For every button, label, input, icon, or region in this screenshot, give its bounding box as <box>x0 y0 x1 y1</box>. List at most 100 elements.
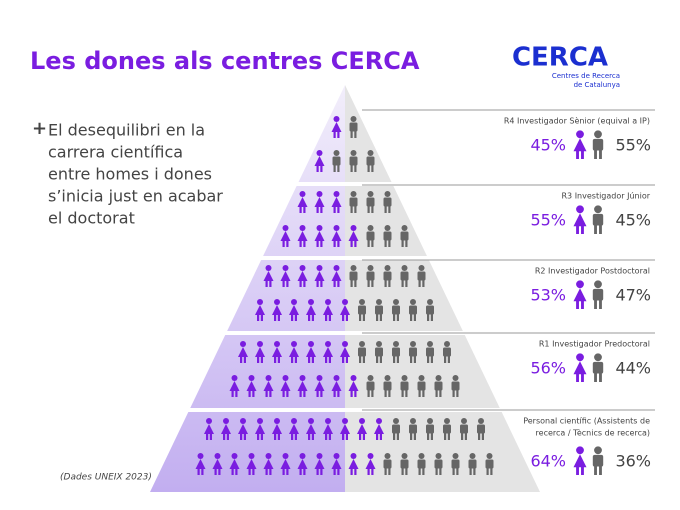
icon-leg <box>299 240 302 247</box>
icon-body <box>392 424 400 434</box>
icon-leg <box>260 433 263 440</box>
woman-icon <box>297 225 308 247</box>
man-icon <box>392 341 400 363</box>
man-icon <box>434 375 443 397</box>
icon-leg <box>439 390 442 397</box>
woman-icon <box>272 341 282 363</box>
man-icon <box>460 418 468 440</box>
icon-body <box>366 231 375 241</box>
icon-head <box>401 453 408 459</box>
icon-head <box>393 299 399 305</box>
icon-leg <box>410 314 413 321</box>
icon-head <box>316 375 323 381</box>
icon-head <box>367 150 374 156</box>
icon-leg <box>257 433 260 440</box>
icon-head <box>342 341 348 347</box>
icon-leg <box>413 433 416 440</box>
icon-leg <box>269 390 272 397</box>
icon-leg <box>320 390 323 397</box>
icon-body <box>238 347 248 357</box>
woman-icon <box>289 418 299 440</box>
icon-leg <box>447 433 450 440</box>
woman-icon <box>255 418 265 440</box>
icon-leg <box>350 390 353 397</box>
icon-head <box>257 341 263 347</box>
man-icon <box>332 150 341 172</box>
woman-icon <box>263 453 274 475</box>
woman-icon <box>212 453 223 475</box>
icon-head <box>384 453 391 459</box>
icon-body <box>289 347 299 357</box>
icon-body <box>314 231 325 241</box>
man-icon <box>592 446 604 475</box>
icon-body <box>417 271 426 281</box>
icon-head <box>576 280 584 289</box>
icon-leg <box>388 280 391 287</box>
icon-body <box>417 459 426 469</box>
icon-body <box>314 459 325 469</box>
woman-icon <box>573 280 587 309</box>
icon-leg <box>235 390 238 397</box>
icon-body <box>592 361 604 374</box>
icon-body <box>374 424 384 434</box>
icon-leg <box>486 468 489 475</box>
man-icon <box>383 265 392 287</box>
icon-head <box>316 191 323 197</box>
source: (Dades UNEIX 2023) <box>60 473 152 483</box>
man-icon <box>400 453 409 475</box>
icon-body <box>323 305 333 315</box>
icon-leg <box>599 299 602 309</box>
icon-leg <box>354 165 357 172</box>
icon-leg <box>342 314 345 321</box>
woman-icon <box>348 453 359 475</box>
icon-leg <box>303 280 306 287</box>
icon-body <box>451 381 460 391</box>
icon-head <box>316 265 323 271</box>
icon-leg <box>303 240 306 247</box>
icon-body <box>314 156 325 166</box>
man-icon <box>592 205 604 234</box>
icon-head <box>427 299 433 305</box>
woman-icon <box>263 265 274 287</box>
icon-leg <box>308 433 311 440</box>
icon-head <box>316 453 323 459</box>
icon-leg <box>269 468 272 475</box>
woman-icon <box>306 341 316 363</box>
icon-body <box>349 271 358 281</box>
icon-body <box>400 231 409 241</box>
icon-leg <box>342 433 345 440</box>
icon-body <box>348 381 359 391</box>
icon-body <box>340 424 350 434</box>
level-label: recerca / Tècnics de recerca) <box>536 428 650 438</box>
man-icon <box>426 299 434 321</box>
icon-body <box>331 231 342 241</box>
icon-leg <box>384 240 387 247</box>
icon-leg <box>337 280 340 287</box>
icon-leg <box>444 433 447 440</box>
woman-icon <box>297 453 308 475</box>
woman-icon <box>229 453 240 475</box>
woman-icon <box>365 453 376 475</box>
icon-leg <box>345 433 348 440</box>
icon-head <box>594 130 602 139</box>
level-label: R3 Investigador Júnior <box>562 192 651 201</box>
icon-head <box>325 418 331 424</box>
icon-leg <box>473 468 476 475</box>
icon-leg <box>367 390 370 397</box>
icon-body <box>212 459 223 469</box>
icon-body <box>238 424 248 434</box>
man-icon <box>400 265 409 287</box>
icon-leg <box>354 390 357 397</box>
man-icon <box>477 418 485 440</box>
man-icon <box>358 299 366 321</box>
man-icon <box>392 418 400 440</box>
icon-leg <box>240 356 243 363</box>
icon-head <box>452 375 459 381</box>
icon-leg <box>291 433 294 440</box>
icon-leg <box>371 165 374 172</box>
icon-leg <box>422 390 425 397</box>
icon-leg <box>439 468 442 475</box>
icon-body <box>297 271 308 281</box>
woman-icon <box>374 418 384 440</box>
icon-head <box>333 116 340 122</box>
